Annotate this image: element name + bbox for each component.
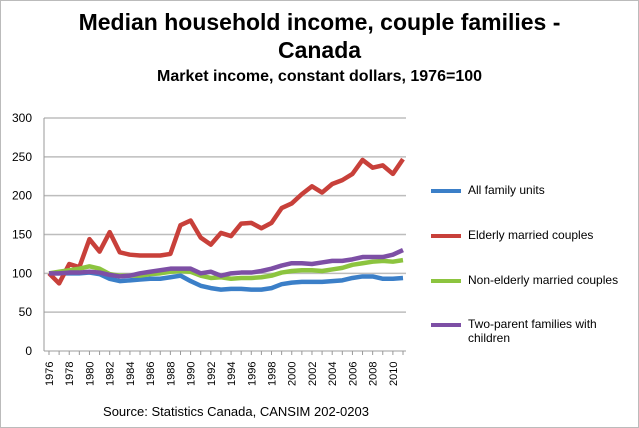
x-tick-label: 2010	[388, 362, 400, 386]
legend-item: Non-elderly married couples	[431, 273, 638, 287]
legend-label: Elderly married couples	[468, 228, 594, 242]
chart-title-line1: Median household income, couple families…	[78, 9, 561, 35]
x-tick-label: 2000	[287, 362, 299, 386]
x-tick-label: 2008	[368, 362, 380, 386]
x-tick-label: 1998	[267, 362, 279, 386]
y-tick-label: 150	[12, 228, 32, 242]
legend-swatch	[431, 279, 461, 283]
x-tick-label: 1994	[226, 362, 238, 386]
x-tick-label: 2006	[347, 362, 359, 386]
y-tick-label: 250	[12, 150, 32, 164]
legend-item: All family units	[431, 183, 638, 197]
legend-swatch	[431, 234, 461, 238]
legend-label: Two-parent families with children	[468, 317, 597, 345]
x-tick-label: 1992	[206, 362, 218, 386]
x-tick-label: 1980	[84, 362, 96, 386]
x-tick-label: 1990	[186, 362, 198, 386]
x-tick-label: 2002	[307, 362, 319, 386]
x-tick-label: 1984	[125, 362, 137, 386]
legend-label: Non-elderly married couples	[468, 273, 619, 287]
x-tick-label: 2004	[327, 362, 339, 386]
x-tick-label: 1982	[105, 362, 117, 386]
chart-title-line2: Canada	[277, 37, 362, 63]
y-tick-label: 300	[12, 111, 32, 125]
y-tick-label: 100	[12, 266, 32, 280]
legend-swatch	[431, 189, 461, 193]
legend-item: Two-parent families with children	[431, 317, 618, 345]
x-tick-label: 1976	[44, 362, 56, 386]
y-tick-label: 0	[25, 344, 32, 358]
y-tick-label: 200	[12, 189, 32, 203]
source-note: Source: Statistics Canada, CANSIM 202-02…	[103, 404, 369, 419]
x-tick-label: 1996	[246, 362, 258, 386]
chart-subtitle: Market income, constant dollars, 1976=10…	[156, 68, 483, 85]
x-tick-label: 1986	[145, 362, 157, 386]
series-line-1	[47, 157, 405, 286]
y-tick-label: 50	[19, 305, 33, 319]
x-tick-label: 1978	[64, 362, 76, 386]
legend-swatch	[431, 323, 461, 327]
legend-label: All family units	[468, 183, 545, 197]
x-tick-label: 1988	[165, 362, 177, 386]
series-line-0	[49, 270, 404, 292]
series-line-3	[49, 247, 404, 279]
legend-item: Elderly married couples	[431, 228, 638, 242]
